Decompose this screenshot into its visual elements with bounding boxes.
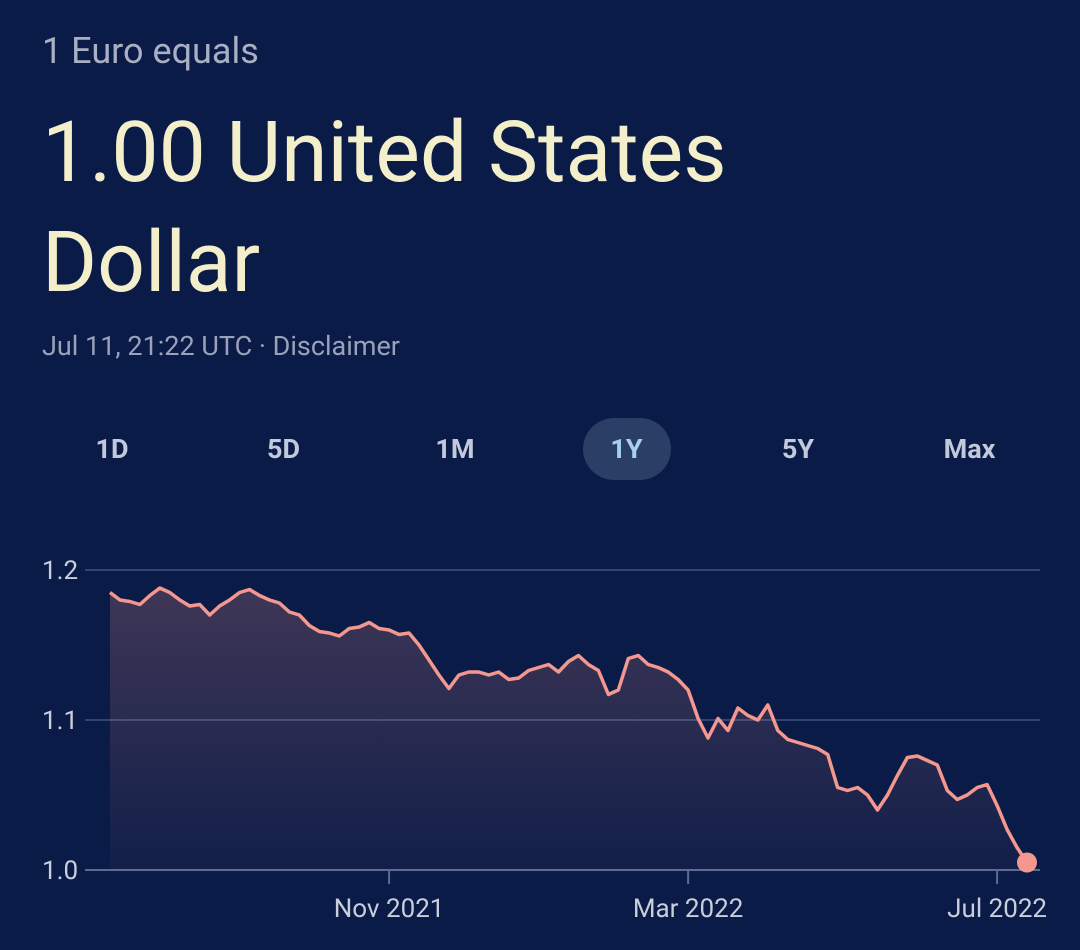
separator: · [258,330,266,362]
y-tick-label: 1.2 [42,556,78,586]
area [110,588,1027,870]
range-tab[interactable]: 1D [95,433,129,465]
y-tick-label: 1.0 [42,856,78,886]
end-dot [1017,852,1037,873]
meta: Jul 11, 21:22 UTC · Disclaimer [42,330,400,362]
rate-title: 1.00 United States Dollar [42,103,727,312]
range-tab[interactable]: Max [943,433,996,465]
range-tab[interactable]: 1Y [582,418,671,480]
y-tick-label: 1.1 [42,706,78,736]
range-tab[interactable]: 5D [266,433,301,465]
subtitle: 1 Euro equals [42,30,259,72]
timestamp: Jul 11, 21:22 UTC [42,330,253,362]
x-tick-label: Mar 2022 [633,894,744,924]
line [108,586,1029,864]
x-tick-label: Nov 2021 [334,894,445,924]
x-tick-label: Jul 2022 [947,894,1047,924]
range-tab[interactable]: 5Y [781,433,815,465]
range-tab[interactable]: 1M [435,433,475,465]
range-tabs: 1D 5D 1M 1Y 5Y Max [0,418,1080,480]
disclaimer-link[interactable]: Disclaimer [272,330,400,362]
